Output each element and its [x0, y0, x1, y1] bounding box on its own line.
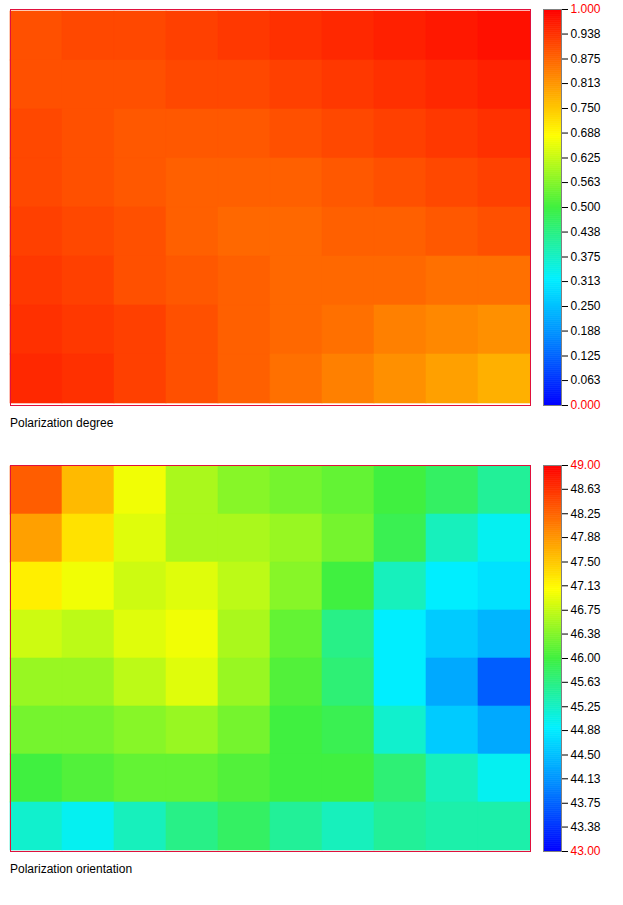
svg-text:44.13: 44.13	[571, 772, 601, 786]
svg-text:47.50: 47.50	[571, 555, 601, 569]
svg-text:44.88: 44.88	[571, 723, 601, 737]
svg-text:0.125: 0.125	[571, 349, 601, 363]
svg-text:0.813: 0.813	[571, 76, 601, 90]
svg-text:47.13: 47.13	[571, 579, 601, 593]
svg-text:44.50: 44.50	[571, 748, 601, 762]
svg-text:48.25: 48.25	[571, 507, 601, 521]
svg-text:46.38: 46.38	[571, 627, 601, 641]
svg-text:48.63: 48.63	[571, 482, 601, 496]
svg-text:45.63: 45.63	[571, 675, 601, 689]
html-text:Polarization orientation: Polarization orientation	[10, 862, 133, 876]
html-text:Polarization degree: Polarization degree	[10, 416, 114, 430]
svg-text:0.688: 0.688	[571, 126, 601, 140]
svg-text:0.875: 0.875	[571, 52, 601, 66]
svg-text:1.000: 1.000	[571, 2, 601, 16]
svg-text:0.563: 0.563	[571, 175, 601, 189]
svg-text:0.375: 0.375	[571, 250, 601, 264]
svg-text:0.188: 0.188	[571, 324, 601, 338]
svg-text:49.00: 49.00	[571, 458, 601, 472]
svg-text:0.313: 0.313	[571, 274, 601, 288]
svg-text:43.38: 43.38	[571, 820, 601, 834]
svg-text:0.438: 0.438	[571, 225, 601, 239]
svg-text:0.750: 0.750	[571, 101, 601, 115]
svg-text:46.00: 46.00	[571, 651, 601, 665]
svg-text:0.500: 0.500	[571, 200, 601, 214]
svg-text:46.75: 46.75	[571, 603, 601, 617]
svg-text:45.25: 45.25	[571, 700, 601, 714]
svg-text:0.000: 0.000	[571, 398, 601, 412]
svg-text:0.625: 0.625	[571, 151, 601, 165]
svg-text:0.250: 0.250	[571, 299, 601, 313]
svg-text:0.938: 0.938	[571, 27, 601, 41]
svg-text:43.00: 43.00	[571, 844, 601, 858]
svg-text:0.063: 0.063	[571, 373, 601, 387]
svg-text:47.88: 47.88	[571, 530, 601, 544]
svg-text:43.75: 43.75	[571, 796, 601, 810]
